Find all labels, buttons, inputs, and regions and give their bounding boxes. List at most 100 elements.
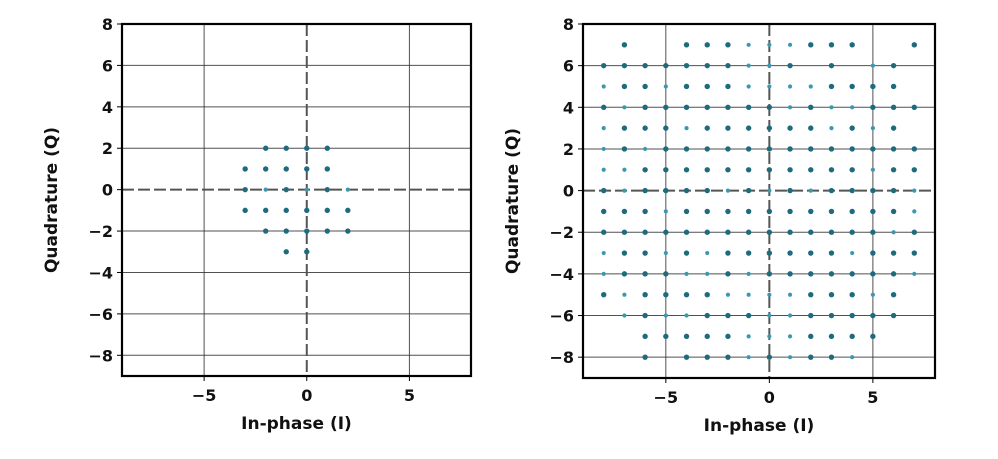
constellation-point (787, 42, 793, 47)
constellation-point (870, 312, 876, 319)
constellation-point (324, 207, 330, 214)
constellation-point (911, 167, 917, 173)
constellation-point (787, 125, 793, 131)
constellation-point (725, 146, 731, 152)
constellation-point (787, 313, 793, 318)
constellation-point (663, 146, 669, 152)
x-tick-label: 0 (301, 386, 312, 405)
constellation-point (787, 292, 793, 297)
constellation-point (642, 187, 648, 194)
constellation-point (621, 208, 628, 215)
constellation-point (828, 271, 835, 277)
constellation-point (828, 146, 835, 152)
y-tick-label: 0 (563, 182, 574, 201)
constellation-point (642, 208, 648, 215)
constellation-point (850, 355, 855, 360)
constellation-point (705, 271, 710, 276)
constellation-point (767, 334, 772, 339)
constellation-point (787, 208, 793, 215)
constellation-point (746, 42, 751, 47)
constellation-point (242, 186, 248, 193)
y-tick-label: 2 (563, 140, 574, 159)
constellation-point (787, 250, 793, 256)
constellation-point (849, 146, 855, 152)
constellation-point (725, 83, 731, 90)
constellation-point (663, 333, 669, 340)
constellation-point (870, 229, 876, 235)
constellation-point (870, 63, 875, 68)
constellation-point (787, 105, 793, 110)
y-tick-label: 4 (563, 98, 574, 117)
y-tick-label: −2 (549, 223, 574, 242)
constellation-point (767, 292, 772, 297)
constellation-point (870, 104, 876, 110)
constellation-point (642, 354, 648, 360)
constellation-point (642, 167, 648, 173)
constellation-point (283, 145, 289, 151)
x-tick-label: 0 (764, 388, 775, 407)
constellation-point (283, 207, 289, 214)
scatter-plot-left: 8 6 4 2 0 −2 −4 −6 −8 −5 0 5 In-phase (I) Quadrature … (42, 15, 473, 434)
constellation-point (912, 271, 917, 276)
y-axis-label: Quadrature (Q) (42, 127, 62, 273)
constellation-point (683, 292, 690, 298)
constellation-point (849, 333, 855, 340)
constellation-point (767, 313, 772, 318)
constellation-point (890, 104, 897, 110)
constellation-plot-right: 8 6 4 2 0 −2 −4 −6 −8 −5 0 5 In-phase (I) Quadrature … (500, 0, 998, 455)
constellation-point (642, 62, 648, 69)
constellation-point (683, 146, 690, 152)
constellation-point (725, 250, 731, 256)
constellation-point (808, 292, 814, 298)
constellation-point (890, 312, 897, 319)
constellation-point (890, 83, 897, 90)
constellation-point (870, 250, 876, 256)
constellation-point (621, 229, 628, 235)
constellation-point (849, 312, 855, 319)
constellation-point (663, 104, 669, 110)
constellation-point (725, 125, 731, 131)
constellation-point (642, 333, 648, 340)
constellation-point (787, 334, 793, 339)
constellation-point (704, 229, 710, 235)
constellation-point (601, 187, 607, 194)
constellation-point (745, 167, 752, 173)
constellation-point (870, 187, 876, 194)
constellation-point (663, 187, 669, 194)
constellation-point (911, 250, 917, 256)
constellation-point (704, 104, 710, 110)
constellation-point (601, 229, 607, 235)
constellation-point (870, 146, 876, 152)
constellation-point (766, 104, 773, 110)
constellation-point (808, 312, 814, 319)
constellation-point (828, 333, 835, 340)
constellation-point (829, 105, 834, 110)
constellation-point (766, 167, 773, 173)
constellation-point (704, 42, 710, 48)
constellation-point (746, 292, 751, 297)
constellation-point (849, 125, 855, 131)
constellation-point (745, 146, 752, 152)
constellation-point (324, 166, 330, 172)
y-tick-label: 6 (102, 56, 113, 75)
constellation-point (283, 166, 289, 172)
constellation-point (745, 208, 752, 215)
constellation-point (704, 312, 710, 319)
constellation-point (621, 83, 628, 90)
constellation-point (263, 187, 268, 192)
constellation-point (324, 186, 330, 193)
constellation-point (828, 292, 835, 298)
constellation-point (890, 125, 897, 131)
scatter-plot-right: 8 6 4 2 0 −2 −4 −6 −8 −5 0 5 In-phase (I) Quadrature … (503, 15, 937, 436)
constellation-point (725, 167, 731, 173)
constellation-point (663, 313, 668, 318)
constellation-point (663, 292, 669, 298)
constellation-point (766, 125, 773, 131)
constellation-point (725, 333, 731, 340)
constellation-point (704, 125, 710, 131)
constellation-point (725, 104, 731, 110)
constellation-point (911, 42, 917, 48)
constellation-point (787, 62, 793, 69)
constellation-point (601, 126, 606, 131)
constellation-point (766, 229, 773, 235)
